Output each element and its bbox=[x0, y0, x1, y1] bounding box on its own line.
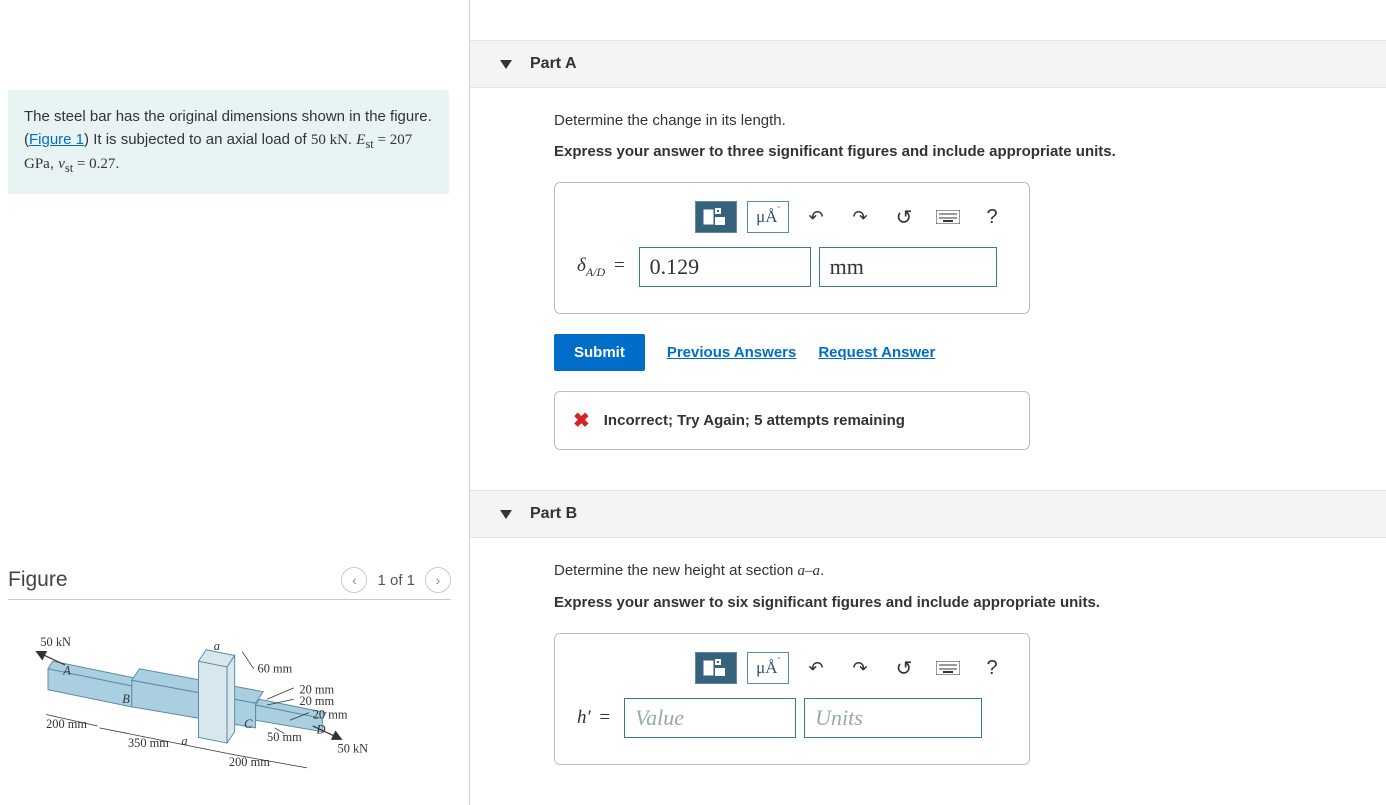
template-button[interactable] bbox=[695, 652, 737, 684]
part-a-unit-input[interactable] bbox=[819, 247, 997, 287]
label-force-right: 50 kN bbox=[338, 742, 369, 756]
keyboard-button[interactable] bbox=[931, 202, 965, 232]
part-a-answer-box: μÅ° ↶ ↷ ↺ ? δA/D = bbox=[554, 182, 1030, 314]
part-a-submit-row: Submit Previous Answers Request Answer bbox=[554, 334, 1386, 371]
part-a-var-sub: A/D bbox=[586, 264, 605, 278]
figure-nav-label: 1 of 1 bbox=[377, 572, 415, 589]
part-b-value-input[interactable] bbox=[624, 698, 796, 738]
part-a-header[interactable]: Part A bbox=[470, 40, 1386, 88]
previous-answers-link[interactable]: Previous Answers bbox=[667, 344, 797, 361]
part-b-prompt: Determine the new height at section a–a. bbox=[554, 562, 1386, 580]
part-b: Part B Determine the new height at secti… bbox=[470, 490, 1386, 765]
period-1: . bbox=[348, 131, 356, 148]
label-a-top: a bbox=[214, 639, 220, 653]
part-b-toolbar: μÅ° ↶ ↷ ↺ ? bbox=[569, 652, 1015, 698]
keyboard-icon bbox=[936, 661, 960, 675]
figure-prev-button[interactable]: ‹ bbox=[341, 567, 367, 593]
part-a-prompt: Determine the change in its length. bbox=[554, 112, 1386, 129]
label-a-bot: a bbox=[181, 734, 187, 748]
part-b-var: h′ = bbox=[577, 707, 614, 729]
redo-button[interactable]: ↷ bbox=[843, 202, 877, 232]
part-a-body: Determine the change in its length. Expr… bbox=[470, 88, 1386, 450]
problem-statement: The steel bar has the original dimension… bbox=[8, 90, 449, 194]
part-b-unit-input[interactable] bbox=[804, 698, 982, 738]
nu-sub: st bbox=[65, 161, 73, 175]
label-20b: 20 mm bbox=[299, 694, 334, 708]
part-a-feedback: ✖ Incorrect; Try Again; 5 attempts remai… bbox=[554, 391, 1030, 450]
period-2: . bbox=[115, 155, 119, 172]
units-button-label: μÅ bbox=[756, 658, 777, 678]
label-C: C bbox=[244, 717, 253, 731]
figure-canvas[interactable]: 50 kN 50 kN A B C D a a 60 mm 20 mm 20 m… bbox=[8, 610, 451, 785]
label-force-left: 50 kN bbox=[40, 635, 71, 649]
keyboard-button[interactable] bbox=[931, 653, 965, 683]
part-a-instruction: Express your answer to three significant… bbox=[554, 143, 1386, 160]
redo-button[interactable]: ↷ bbox=[843, 653, 877, 683]
right-pane: Part A Determine the change in its lengt… bbox=[470, 0, 1386, 805]
part-b-title: Part B bbox=[530, 505, 577, 523]
figure-title: Figure bbox=[8, 568, 68, 592]
part-a: Part A Determine the change in its lengt… bbox=[470, 40, 1386, 450]
figure-svg: 50 kN 50 kN A B C D a a 60 mm 20 mm 20 m… bbox=[8, 610, 408, 780]
label-50mm: 50 mm bbox=[267, 730, 302, 744]
reset-button[interactable]: ↺ bbox=[887, 202, 921, 232]
part-b-prompt-suffix: . bbox=[820, 562, 824, 579]
problem-load: 50 kN bbox=[311, 132, 348, 148]
help-button[interactable]: ? bbox=[975, 653, 1009, 683]
part-b-var-sym: h′ bbox=[577, 707, 591, 728]
units-button[interactable]: μÅ° bbox=[747, 652, 789, 684]
part-a-toolbar: μÅ° ↶ ↷ ↺ ? bbox=[569, 201, 1015, 247]
E-sub: st bbox=[365, 137, 373, 151]
caret-down-icon bbox=[500, 60, 512, 69]
part-b-section: a–a bbox=[797, 563, 820, 579]
equals-b: = bbox=[595, 707, 610, 728]
part-b-header[interactable]: Part B bbox=[470, 490, 1386, 538]
label-20c: 20 mm bbox=[313, 707, 348, 721]
caret-down-icon bbox=[500, 510, 512, 519]
part-a-eq-row: δA/D = bbox=[569, 247, 1015, 287]
label-60mm: 60 mm bbox=[258, 662, 293, 676]
left-pane: The steel bar has the original dimension… bbox=[0, 0, 470, 805]
part-b-prompt-prefix: Determine the new height at section bbox=[554, 562, 797, 579]
help-button[interactable]: ? bbox=[975, 202, 1009, 232]
part-b-eq-row: h′ = bbox=[569, 698, 1015, 738]
label-A: A bbox=[62, 664, 71, 678]
nu-label: ν bbox=[58, 156, 65, 172]
figure-next-button[interactable]: › bbox=[425, 567, 451, 593]
part-a-submit-button[interactable]: Submit bbox=[554, 334, 645, 371]
request-answer-link[interactable]: Request Answer bbox=[818, 344, 935, 361]
template-icon bbox=[703, 658, 729, 678]
keyboard-icon bbox=[936, 210, 960, 224]
part-a-value-input[interactable] bbox=[639, 247, 811, 287]
equals-a: = bbox=[609, 255, 624, 276]
label-D: D bbox=[316, 723, 326, 737]
reset-button[interactable]: ↺ bbox=[887, 653, 921, 683]
figure-link[interactable]: Figure 1 bbox=[29, 131, 84, 148]
part-b-answer-box: μÅ° ↶ ↷ ↺ ? h′ = bbox=[554, 633, 1030, 765]
part-a-feedback-text: Incorrect; Try Again; 5 attempts remaini… bbox=[604, 412, 905, 429]
figure-nav: ‹ 1 of 1 › bbox=[341, 567, 451, 593]
units-button-label: μÅ bbox=[756, 207, 777, 227]
undo-button[interactable]: ↶ bbox=[799, 653, 833, 683]
nu-val: 0.27 bbox=[89, 156, 115, 172]
figure-block: Figure ‹ 1 of 1 › bbox=[8, 567, 451, 785]
nu-expr: νst = 0.27 bbox=[58, 156, 115, 172]
units-button[interactable]: μÅ° bbox=[747, 201, 789, 233]
template-icon bbox=[703, 207, 729, 227]
label-200r: 200 mm bbox=[229, 755, 270, 769]
part-b-body: Determine the new height at section a–a.… bbox=[470, 538, 1386, 765]
figure-header: Figure ‹ 1 of 1 › bbox=[8, 567, 451, 600]
label-B: B bbox=[122, 692, 130, 706]
incorrect-icon: ✖ bbox=[573, 408, 590, 433]
part-a-var-sym: δ bbox=[577, 255, 586, 276]
comma: , bbox=[50, 155, 58, 172]
problem-text-middle: ) It is subjected to an axial load of bbox=[84, 131, 311, 148]
part-a-title: Part A bbox=[530, 55, 577, 73]
part-b-instruction: Express your answer to six significant f… bbox=[554, 594, 1386, 611]
part-a-var: δA/D = bbox=[577, 255, 629, 280]
template-button[interactable] bbox=[695, 201, 737, 233]
undo-button[interactable]: ↶ bbox=[799, 202, 833, 232]
